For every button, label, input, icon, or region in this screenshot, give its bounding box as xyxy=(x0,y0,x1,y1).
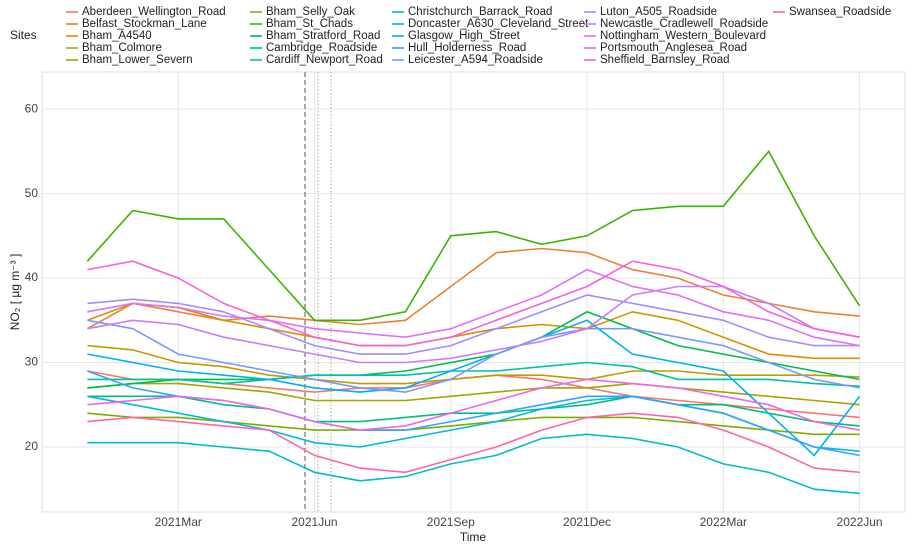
x-axis-title: Time xyxy=(460,530,487,544)
legend-label: Doncaster_A630_Cleveland_Street xyxy=(408,18,589,30)
legend-label: Hull_Holderness_Road xyxy=(408,42,526,54)
legend: Sites Aberdeen_Wellington_RoadBelfast_St… xyxy=(10,6,891,66)
legend-label: Nottingham_Western_Boulevard xyxy=(600,30,766,42)
legend-label: Leicester_A594_Roadside xyxy=(408,54,543,66)
series-line xyxy=(87,412,860,474)
legend-label: Bham_Colmore xyxy=(82,42,162,54)
series-line xyxy=(87,395,860,427)
legend-label: Bham_Selly_Oak xyxy=(266,6,355,18)
y-tick-label: 40 xyxy=(25,270,39,284)
legend-title: Sites xyxy=(10,28,37,42)
x-tick-label: 2021Mar xyxy=(155,515,202,529)
series-line xyxy=(87,361,860,387)
legend-label: Bham_Lower_Severn xyxy=(82,54,193,66)
series-line xyxy=(87,260,860,347)
series-line xyxy=(87,382,860,406)
legend-label: Luton_A505_Roadside xyxy=(600,6,717,18)
series-line xyxy=(86,149,861,322)
series-line xyxy=(87,319,860,393)
legend-label: Christchurch_Barrack_Road xyxy=(408,6,552,18)
y-tick-label: 20 xyxy=(25,439,39,453)
x-tick-label: 2021Dec xyxy=(563,515,611,529)
series-line xyxy=(87,268,860,347)
x-tick-label: 2022Mar xyxy=(700,515,747,529)
legend-label: Bham_A4540 xyxy=(82,30,152,42)
x-tick-label: 2021Jun xyxy=(292,515,338,529)
legend-label: Glasgow_High_Street xyxy=(408,30,521,42)
series-line xyxy=(87,285,860,364)
y-tick-label: 50 xyxy=(25,186,39,200)
legend-label: Belfast_Stockman_Lane xyxy=(82,18,207,30)
series-line xyxy=(87,302,860,360)
series-line xyxy=(87,378,860,431)
legend-label: Newcastle_Cradlewell_Roadside xyxy=(600,18,768,30)
y-axis-title: NO₂ [ µg m⁻³ ] xyxy=(8,254,22,331)
series-line xyxy=(87,310,860,389)
legend-label: Bham_Stratford_Road xyxy=(266,30,380,42)
legend-label: Cambridge_Roadside xyxy=(266,42,377,54)
legend-label: Aberdeen_Wellington_Road xyxy=(82,6,226,18)
legend-label: Swansea_Roadside xyxy=(789,6,891,18)
series-line xyxy=(87,294,860,355)
legend-label: Cardiff_Newport_Road xyxy=(266,54,383,66)
series-line xyxy=(87,319,861,457)
x-tick-label: 2021Sep xyxy=(427,515,475,529)
legend-label: Portsmouth_Anglesea_Road xyxy=(600,42,747,54)
lines xyxy=(86,149,861,495)
y-tick-label: 30 xyxy=(25,355,39,369)
series-line xyxy=(87,344,860,385)
y-tick-label: 60 xyxy=(25,101,39,115)
x-tick-label: 2022Jun xyxy=(837,515,883,529)
series-line xyxy=(87,433,860,495)
panel xyxy=(41,71,906,513)
legend-label: Bham_St_Chads xyxy=(266,18,353,30)
legend-label: Sheffield_Barnsley_Road xyxy=(600,54,730,66)
